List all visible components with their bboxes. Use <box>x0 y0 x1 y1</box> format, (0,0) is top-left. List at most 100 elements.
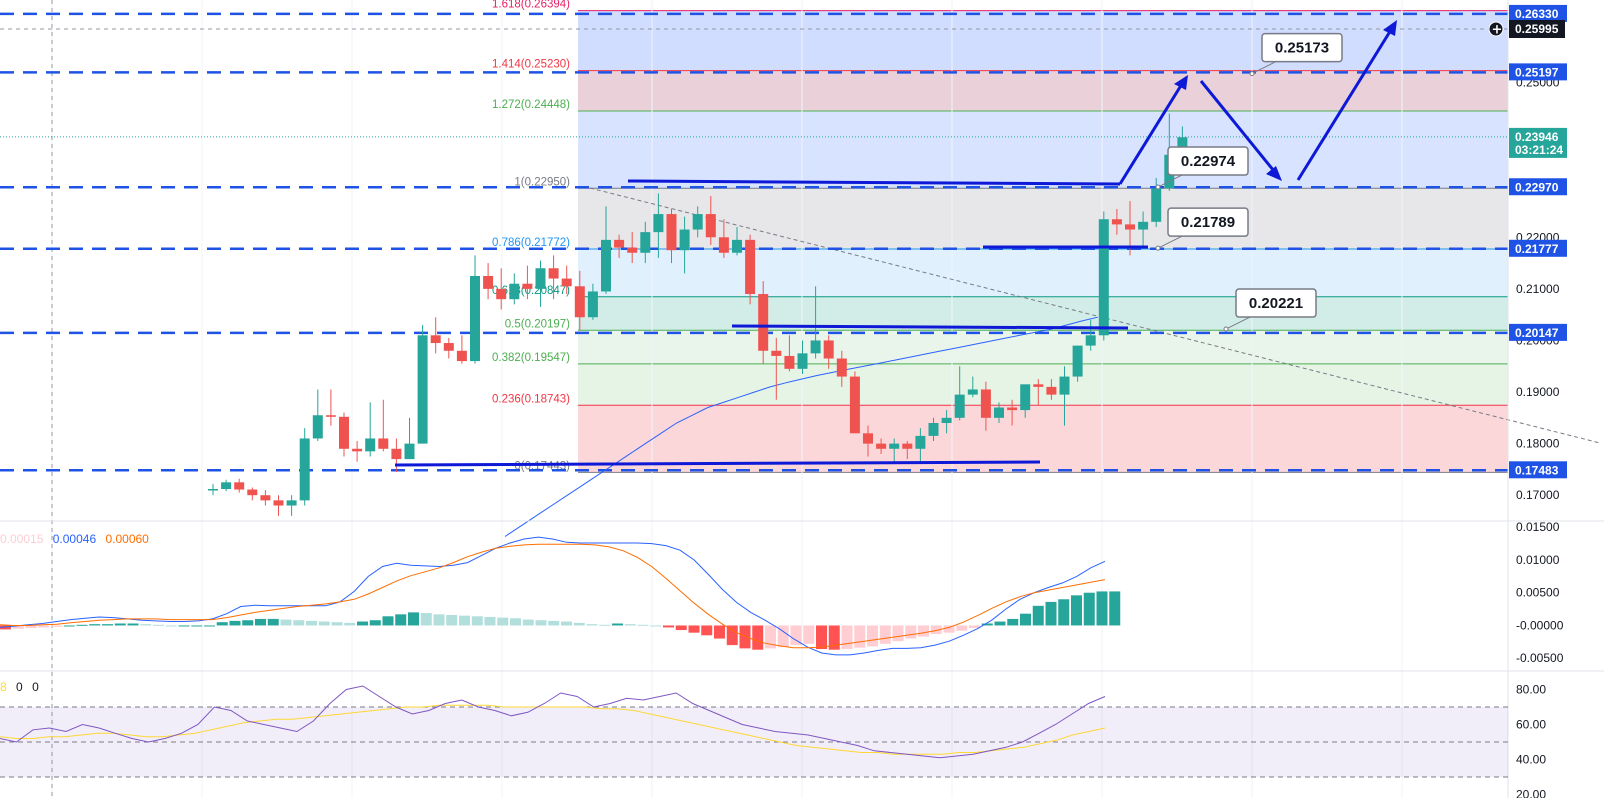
macd-hist-bar <box>1071 595 1082 626</box>
candle-body <box>692 214 703 230</box>
grid <box>51 0 1403 798</box>
macd-hist-bar <box>867 625 878 647</box>
macd-line-value: 0.00046 <box>53 532 97 546</box>
fib-zone <box>578 249 1508 297</box>
candle-body <box>758 294 769 351</box>
price-badge: 0.26330 <box>1509 4 1567 22</box>
macd-legend[interactable]: 0.00015 0.00046 0.00060 <box>0 532 149 546</box>
candle-body <box>1072 345 1083 377</box>
callout-box <box>1167 146 1249 176</box>
macd-hist-bar <box>25 625 37 629</box>
candle-body <box>614 239 625 248</box>
macd-hist-bar <box>752 625 764 650</box>
fib-level-label: 0.236(0.18743) <box>492 393 570 405</box>
fib-zone <box>578 405 1508 473</box>
price-badge-bg <box>1509 63 1567 81</box>
rsi-axis[interactable]: 80.00 60.00 40.00 20.00 <box>1516 683 1546 798</box>
macd-hist-bar <box>765 625 776 649</box>
price-tick-label: 0.18000 <box>1516 437 1560 451</box>
macd-hist-bar <box>242 620 254 626</box>
callout-text: 0.21789 <box>1181 214 1235 231</box>
macd-hist-bar <box>1032 605 1044 626</box>
macd-axis[interactable]: 0.01500 0.01000 0.00500 -0.00000 -0.00500 <box>1516 520 1564 665</box>
countdown-text: 03:21:24 <box>1515 143 1563 157</box>
candle-body <box>535 268 546 289</box>
macd-tick-label: 0.01000 <box>1516 553 1560 567</box>
macd-hist-bar <box>612 623 623 626</box>
macd-hist-value: 0.00015 <box>0 532 44 546</box>
macd-hist-bar <box>63 625 75 627</box>
price-badge-bg <box>1509 239 1567 257</box>
macd-hist-bar <box>0 625 11 630</box>
rsi-legend[interactable]: 8 0 0 <box>0 680 39 694</box>
trend-line-dashed <box>589 187 1601 444</box>
candle-body <box>849 376 860 434</box>
rsi-tick-label: 60.00 <box>1516 718 1546 732</box>
macd-hist-bar <box>1083 592 1095 626</box>
candle-body <box>404 443 415 460</box>
price-badge-bg <box>1509 178 1567 196</box>
candle-body <box>1098 219 1109 336</box>
price-callout[interactable]: 0.22974 <box>1155 146 1249 190</box>
candle-body <box>430 335 441 344</box>
macd-hist-bar <box>624 624 636 626</box>
macd-line <box>0 536 1106 656</box>
callouts: 0.25173 0.22974 0.21789 0.20221 <box>1155 32 1343 332</box>
macd-hist-bar <box>293 620 305 626</box>
macd-hist-bar <box>408 612 419 626</box>
macd-hist-bar <box>331 622 343 626</box>
macd-hist-bar <box>879 625 891 644</box>
candle-body <box>443 343 454 351</box>
candle-body <box>247 489 258 496</box>
macd-hist-bar <box>344 622 356 626</box>
macd-hist-bar <box>102 624 113 626</box>
price-callout[interactable]: 0.21789 <box>1155 207 1249 251</box>
arrow-head-1 <box>1174 75 1188 90</box>
macd-tick-label: -0.00000 <box>1516 618 1564 632</box>
rsi-value-b: 0 <box>32 680 39 694</box>
price-callout[interactable]: 0.20221 <box>1223 288 1317 332</box>
candle-body <box>299 438 310 501</box>
macd-hist-bar <box>420 613 432 626</box>
macd-hist-bar <box>663 625 674 628</box>
rsi-ma-line <box>0 704 1106 755</box>
candle-body <box>378 438 389 449</box>
candle-body <box>679 229 690 251</box>
chart-background <box>0 0 1508 798</box>
rsi-tick-label: 80.00 <box>1516 683 1546 697</box>
price-badge: 0.25197 <box>1509 63 1567 81</box>
macd-hist-bar <box>1045 601 1057 626</box>
candle-body <box>1059 376 1070 395</box>
add-alert-icon[interactable] <box>1488 21 1504 37</box>
price-callout[interactable]: 0.25173 <box>1249 32 1343 77</box>
macd-hist-bar <box>446 614 458 626</box>
macd-hist-bar <box>255 618 266 626</box>
rsi-length-value: 8 <box>0 680 7 694</box>
fib-level-label: 0.5(0.20197) <box>505 318 570 330</box>
candle-body <box>1007 407 1018 411</box>
macd-hist-bar <box>433 614 445 626</box>
candle-body <box>941 417 952 423</box>
candle-body <box>1085 335 1096 346</box>
candle-body <box>483 275 494 289</box>
fib-zone <box>578 70 1508 112</box>
candle-body <box>325 415 336 417</box>
candle-body <box>548 268 559 279</box>
price-badge-text: 0.21777 <box>1515 242 1559 256</box>
price-badge-text: 0.26330 <box>1515 7 1559 21</box>
macd-hist-bar <box>701 625 713 636</box>
resistance-line-top <box>627 179 1121 186</box>
macd-hist-bar <box>140 624 152 626</box>
callout-text: 0.20221 <box>1249 295 1303 312</box>
candle-body <box>496 288 507 300</box>
candle-body <box>1111 219 1122 225</box>
candle-body <box>745 239 756 295</box>
fib-zone <box>578 296 1508 331</box>
macd-hist-bar <box>306 620 317 626</box>
callout-box <box>1261 32 1343 63</box>
callout-anchor <box>1155 245 1161 251</box>
candle-body <box>771 350 782 356</box>
